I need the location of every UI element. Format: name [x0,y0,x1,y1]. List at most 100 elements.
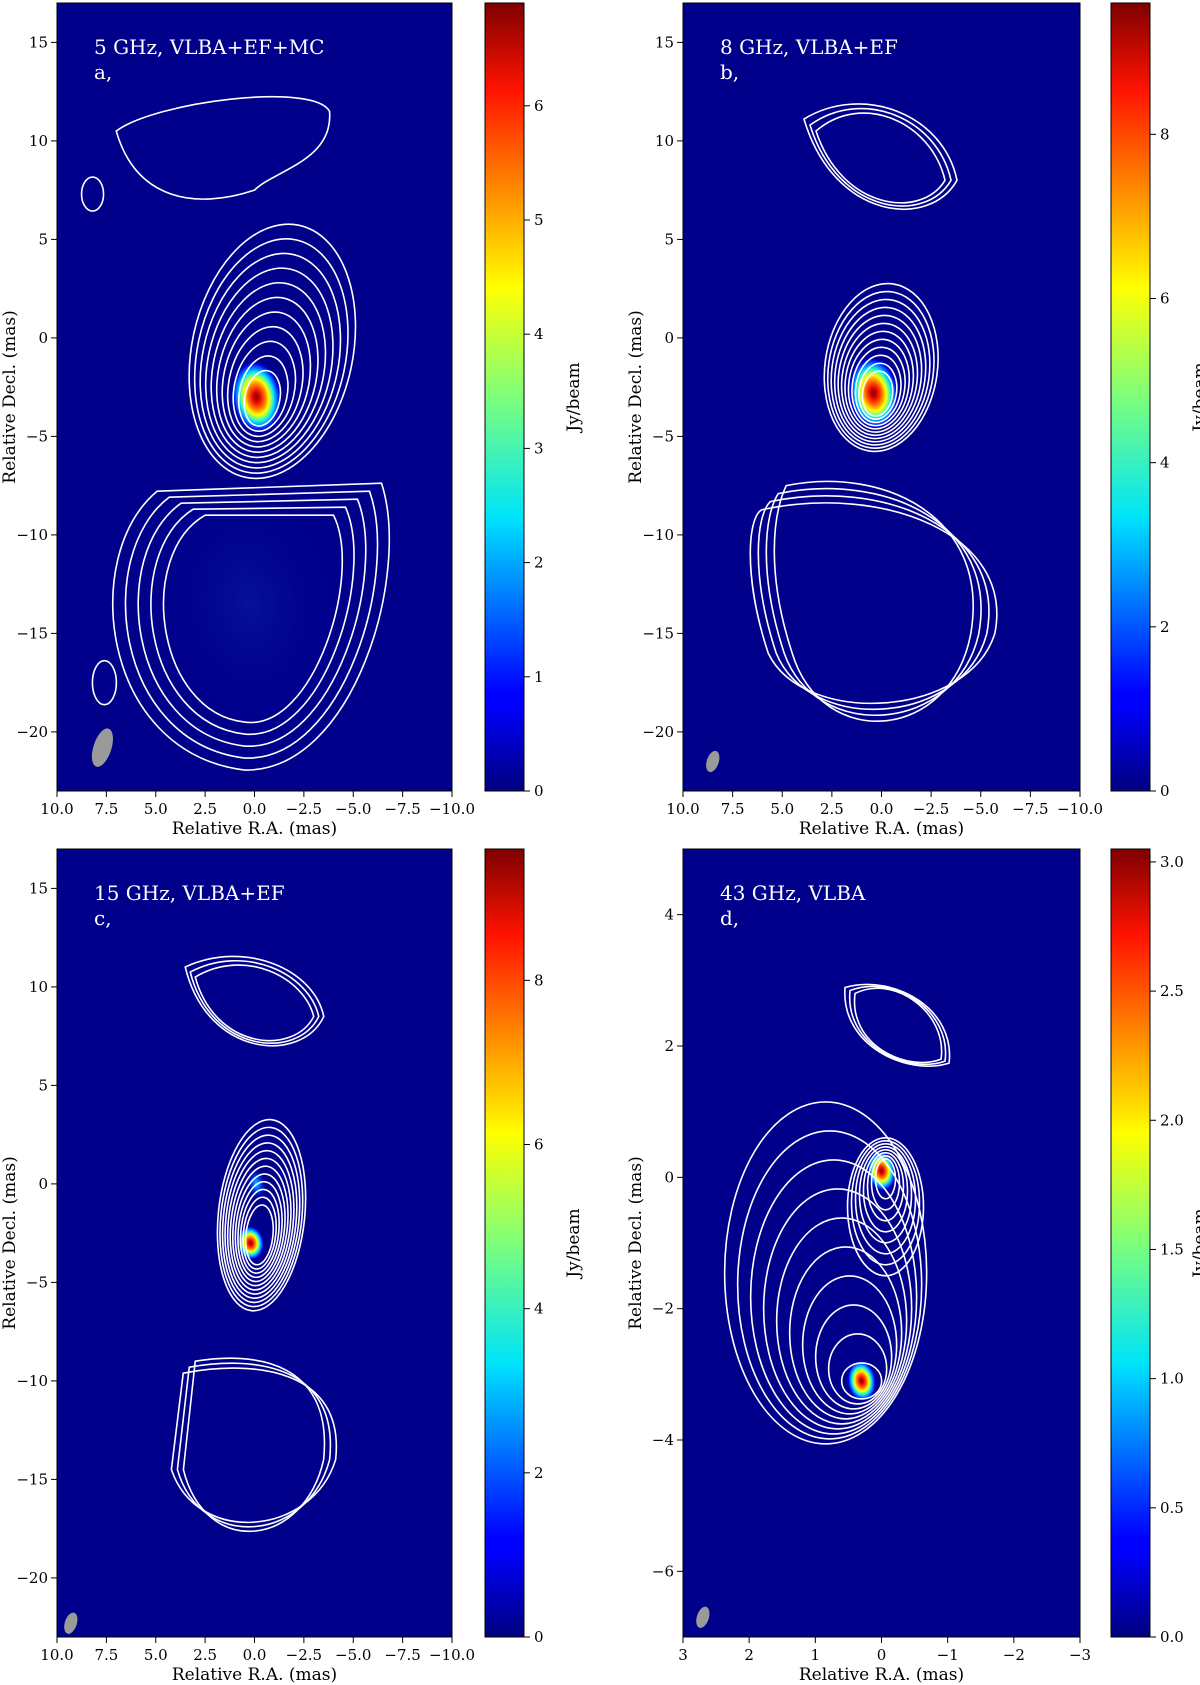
y-axis-label: Relative Decl. (mas) [0,310,20,483]
x-tick-label: −10.0 [1057,800,1103,818]
image-layer [749,103,998,722]
x-tick-label: 1 [811,1646,821,1664]
contour-line [862,1148,909,1233]
x-tick-label: −5.0 [335,1646,371,1664]
x-tick-label: −2 [1003,1646,1025,1664]
contour-line [854,1142,917,1255]
colorbar-tick-label: 8 [1160,125,1170,143]
y-tick-label: 10 [655,132,674,150]
colorbar-tick-label: 0.0 [1160,1628,1184,1646]
contour-line [221,1134,301,1304]
contour-line [91,659,118,706]
contours [723,983,951,1445]
y-tick-label: −5 [652,427,674,445]
x-tick-label: −10.0 [429,800,475,818]
x-tick-label: −2.5 [286,1646,322,1664]
contour-line [115,96,331,200]
contour-line [204,267,334,464]
y-tick-label: −20 [642,723,674,741]
y-tick-label: 0 [38,329,48,347]
colorbar-tick-label: 6 [1160,290,1170,308]
x-tick-label: −5.0 [335,800,371,818]
colorbar-tick-label: 0 [534,1628,544,1646]
x-tick-label: −7.5 [1012,800,1048,818]
x-tick-label: 0.0 [243,1646,267,1664]
y-axis-label: Relative Decl. (mas) [0,1156,20,1329]
contour-line [736,1130,923,1440]
colorbar-tick-label: 2.0 [1160,1111,1184,1129]
contour-line [851,346,906,427]
y-tick-label: 0 [38,1175,48,1193]
contour-line [215,296,319,453]
x-tick-label: −7.5 [384,800,420,818]
y-tick-label: −15 [16,624,48,642]
colorbar-tick-label: 2 [534,1464,544,1482]
x-tick-label: 10.0 [40,1646,73,1664]
contour-line [757,495,990,711]
contour-line [224,1142,298,1300]
contour-line [199,252,342,469]
contour-line [184,955,325,1047]
y-tick-label: −5 [26,1273,48,1291]
x-tick-label: 7.5 [721,800,745,818]
panel-label: c, [94,906,112,930]
panel-title: 43 GHz, VLBA [720,881,866,905]
colorbar [484,2,525,792]
x-tick-label: 2.5 [820,800,844,818]
colorbar-tick-label: 6 [534,97,544,115]
x-tick-label: 10.0 [40,800,73,818]
x-tick-label: −10.0 [429,1646,475,1664]
x-tick-label: 7.5 [94,1646,118,1664]
colorbar-tick-label: 1.0 [1160,1370,1184,1388]
contour-line [237,1180,283,1279]
panel-b: 8 GHz, VLBA+EFb, 10.0 7.5 5.0 2.5 0.0 −2.5 −5.0… [626,2,1200,839]
colorbar-label: Jy/beam [564,1208,584,1279]
contour-line [176,1362,332,1528]
contour-line [137,498,367,747]
y-tick-label: −5 [26,427,48,445]
y-tick-label: 15 [29,33,48,51]
panel-label: a, [94,60,112,84]
x-tick-label: 2.5 [193,1646,217,1664]
beam-ellipse [64,1612,78,1634]
x-tick-label: −5.0 [963,800,999,818]
panel-a: 5 GHz, VLBA+EF+MCa,10.0 7.5 5.0 2.5 0.0 −2.5−… [0,2,584,839]
panel-label: d, [720,906,739,930]
y-tick-label: −10 [16,526,48,544]
colorbar-tick-label: 0.5 [1160,1499,1184,1517]
contours [170,955,338,1533]
contour-line [234,1173,286,1283]
contour-line [237,355,289,432]
contour-line [232,1165,289,1287]
x-tick-label: 2.5 [193,800,217,818]
contour-line [221,311,312,448]
y-tick-label: −15 [16,1470,48,1488]
contour-line [124,490,379,759]
beam-ellipse [706,750,720,773]
image-layer [170,955,338,1533]
beam-ellipse [91,728,113,767]
contour-line [226,1149,295,1295]
y-tick-label: −20 [16,1569,48,1587]
contour-line [244,1204,275,1266]
y-tick-label: 2 [664,1037,674,1055]
y-tick-label: −2 [652,1300,674,1318]
contour-line [210,281,327,459]
contour-line [803,103,958,210]
contour-line [840,1362,883,1400]
contours [80,96,391,771]
contour-line [80,176,105,212]
y-tick-label: 10 [29,132,48,150]
colorbar [1110,2,1151,792]
emission-component-2 [148,466,349,742]
y-axis-label: Relative Decl. (mas) [626,1156,646,1329]
contour-line [823,282,939,453]
contour-line [239,1188,280,1274]
contour-line [826,290,935,449]
y-axis-label: Relative Decl. (mas) [626,310,646,483]
contour-line [809,107,952,207]
contour-line [849,985,947,1066]
x-axis-label: Relative R.A. (mas) [799,1665,964,1685]
